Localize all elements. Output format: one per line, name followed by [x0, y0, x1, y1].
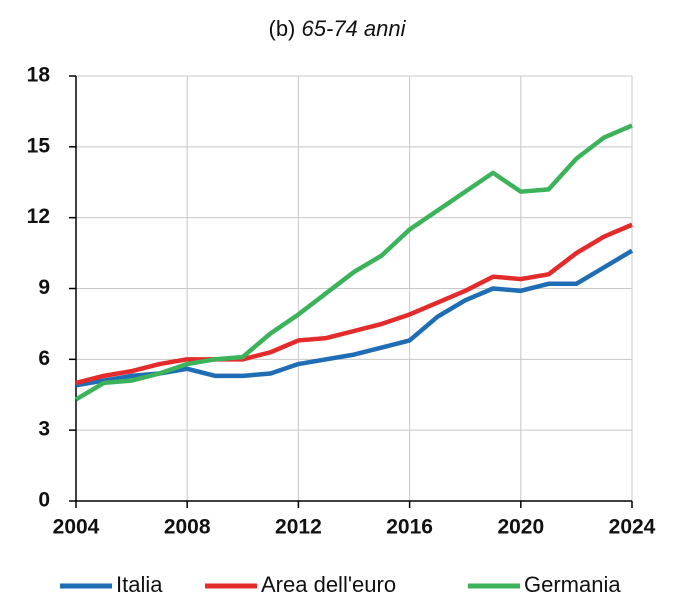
panel-label: (b)	[269, 16, 296, 41]
y-tick-label: 0	[38, 489, 50, 512]
x-tick-label: 2012	[275, 516, 322, 539]
y-tick-label: 12	[27, 205, 50, 228]
legend-label: Germania	[524, 572, 621, 597]
series-line	[74, 123, 633, 402]
x-tick-label: 2024	[609, 516, 656, 539]
y-tick-label: 3	[38, 418, 50, 441]
x-tick-label: 2004	[53, 516, 100, 539]
y-tick-label: 15	[27, 134, 51, 157]
legend-label: Italia	[116, 572, 163, 597]
series-line	[75, 222, 633, 386]
title-text: 65-74 anni	[302, 16, 407, 41]
x-tick-label: 2020	[497, 516, 544, 539]
legend-label: Area dell'euro	[261, 572, 396, 597]
x-tick-label: 2016	[386, 516, 433, 539]
y-tick-label: 6	[38, 347, 50, 370]
y-tick-label: 9	[38, 276, 50, 299]
x-tick-label: 2008	[164, 516, 211, 539]
y-tick-label: 18	[27, 64, 51, 87]
chart-title: (b) 65-74 anni	[269, 16, 407, 41]
